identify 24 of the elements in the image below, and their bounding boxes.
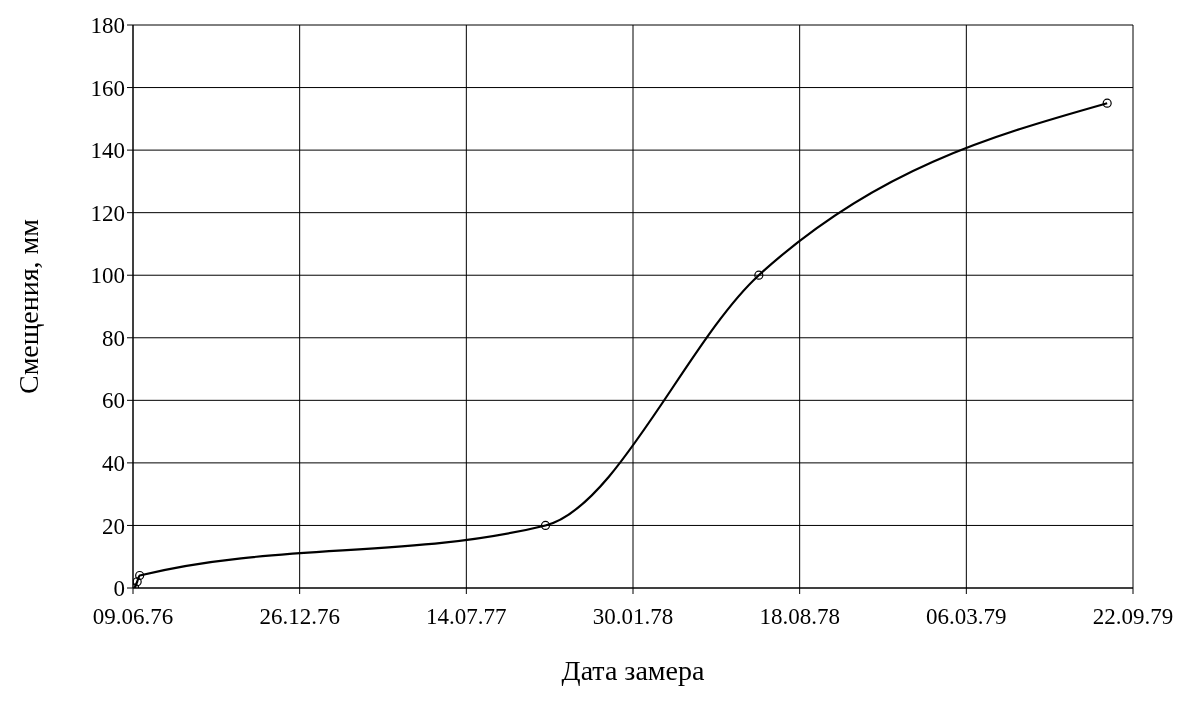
x-tick-label: 18.08.78: [759, 604, 840, 630]
point: [540, 520, 551, 531]
x-tick-label: 06.03.79: [926, 604, 1007, 630]
x-axis-title: Дата замера: [561, 655, 706, 686]
point: [133, 577, 142, 587]
x-tick-label: 09.06.76: [92, 604, 174, 630]
y-tick-label: 40: [102, 451, 125, 477]
point: [135, 570, 145, 581]
x-tick-label: 30.01.78: [592, 604, 674, 630]
point: [1102, 98, 1112, 108]
x-tick-label: 26.12.76: [259, 604, 340, 630]
y-tick-label: 60: [102, 388, 125, 414]
x-tick-label: 14.07.77: [426, 604, 507, 630]
x-tick-label: 22.09.79: [1092, 604, 1174, 630]
y-tick-label: 140: [90, 138, 125, 164]
y-tick-label: 180: [90, 13, 125, 39]
point: [754, 270, 764, 280]
y-axis-title: Смещения, мм: [12, 218, 44, 395]
y-tick-label: 0: [113, 576, 125, 602]
y-tick-label: 120: [90, 200, 125, 226]
y-tick-label: 160: [90, 75, 125, 101]
y-tick-label: 100: [90, 263, 125, 289]
y-tick-label: 80: [102, 325, 125, 351]
y-tick-label: 20: [102, 513, 125, 539]
